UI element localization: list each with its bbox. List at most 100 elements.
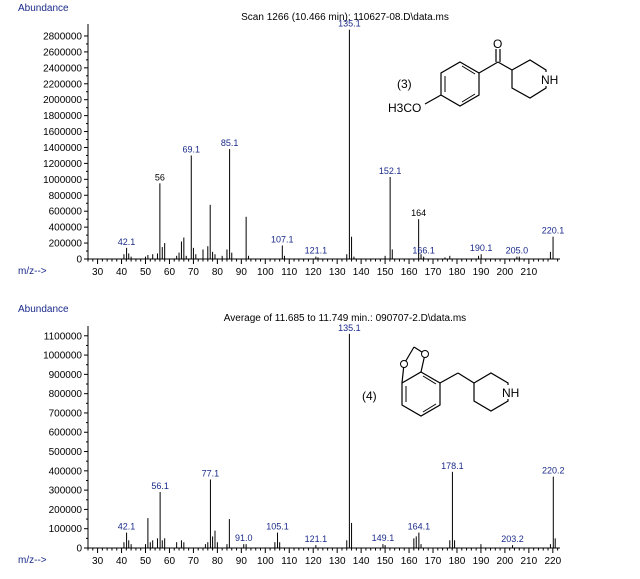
y-tick-label: 400000 <box>49 223 83 234</box>
structure-4-benzene-ring <box>401 371 441 417</box>
x-tick-label: 170 <box>425 556 442 567</box>
structure-3-oxygen: O <box>493 37 502 51</box>
y-tick-label: 400000 <box>49 466 83 477</box>
structure-3-bond <box>497 61 513 71</box>
x-tick-label: 30 <box>92 267 104 278</box>
peak-label: 85.1 <box>221 138 239 148</box>
y-tick-label: 2000000 <box>43 95 82 106</box>
x-tick-label: 70 <box>188 267 200 278</box>
x-tick-label: 90 <box>236 267 248 278</box>
y-tick-label: 1200000 <box>43 159 82 170</box>
x-tick-label: 120 <box>305 556 322 567</box>
structure-4-nh: NH <box>502 386 519 400</box>
x-tick-label: 160 <box>401 267 418 278</box>
x-tick-label: 190 <box>473 267 490 278</box>
x-tick-label: 100 <box>257 267 274 278</box>
structure-3-nh: NH <box>541 73 558 87</box>
panel1-xlabel: m/z--> <box>18 266 47 277</box>
x-tick-label: 110 <box>281 556 297 567</box>
x-tick-label: 50 <box>140 556 152 567</box>
x-tick-label: 130 <box>329 267 346 278</box>
peak-label: 166.1 <box>412 246 435 256</box>
panel1-ylabel: Abundance <box>18 3 69 14</box>
y-tick-label: 800000 <box>49 389 83 400</box>
peak-label: 56.1 <box>151 481 169 491</box>
structure-3-methoxy: H3CO <box>388 101 421 115</box>
panel2-peaks <box>123 333 556 548</box>
structure-3-double-bond <box>461 93 476 103</box>
x-tick-label: 90 <box>236 556 248 567</box>
y-tick-label: 800000 <box>49 191 83 202</box>
peak-label: 56 <box>155 172 165 182</box>
x-tick-label: 60 <box>164 267 176 278</box>
x-tick-label: 210 <box>521 556 538 567</box>
peak-label: 135.1 <box>338 19 361 29</box>
peak-label: 77.1 <box>202 469 220 479</box>
panel2-title: Average of 11.685 to 11.749 min.: 090707… <box>224 313 466 324</box>
x-tick-label: 80 <box>212 556 224 567</box>
x-tick-label: 40 <box>116 267 128 278</box>
y-tick-label: 700000 <box>49 408 83 419</box>
peak-label: 121.1 <box>305 246 328 256</box>
x-tick-label: 200 <box>497 556 514 567</box>
peak-label: 203.2 <box>501 534 524 544</box>
y-tick-label: 2200000 <box>43 79 82 90</box>
peak-label: 220.1 <box>542 226 565 236</box>
x-tick-label: 170 <box>425 267 442 278</box>
x-tick-label: 40 <box>116 556 128 567</box>
x-tick-label: 140 <box>353 267 370 278</box>
structure-4-double-bond <box>422 403 437 413</box>
structure-4-bond <box>439 372 459 384</box>
peak-label: 135.1 <box>338 323 361 333</box>
y-tick-label: 1000000 <box>43 351 82 362</box>
peak-label: 105.1 <box>266 522 289 532</box>
x-tick-label: 180 <box>449 556 466 567</box>
peak-label: 69.1 <box>182 144 200 154</box>
peak-label: 152.1 <box>379 166 402 176</box>
x-tick-label: 150 <box>377 556 394 567</box>
x-tick-label: 30 <box>92 556 104 567</box>
y-tick-label: 1100000 <box>44 331 83 342</box>
y-tick-label: 0 <box>76 544 82 555</box>
x-tick-label: 160 <box>401 556 418 567</box>
panel2-ylabel: Abundance <box>18 304 69 315</box>
peak-label: 164 <box>411 208 426 218</box>
x-tick-label: 60 <box>164 556 176 567</box>
y-tick-label: 1800000 <box>43 111 82 122</box>
y-tick-label: 100000 <box>49 524 83 535</box>
y-tick-label: 2800000 <box>43 31 82 42</box>
peak-label: 164.1 <box>408 522 431 532</box>
panel1-peaks <box>123 29 554 259</box>
spectrum-panel-2: Abundance Average of 11.685 to 11.749 mi… <box>18 304 565 567</box>
y-tick-label: 2600000 <box>43 47 82 58</box>
peak-label: 42.1 <box>118 237 136 247</box>
x-tick-label: 150 <box>377 267 394 278</box>
x-tick-label: 80 <box>212 267 224 278</box>
structure-3: (3) O NH H3CO <box>388 37 559 115</box>
structure-4-bond <box>457 372 475 384</box>
peak-label: 91.0 <box>235 533 253 543</box>
x-tick-label: 120 <box>305 267 322 278</box>
y-tick-label: 300000 <box>49 486 83 497</box>
y-tick-label: 600000 <box>49 207 83 218</box>
structure-4-label: (4) <box>362 389 377 403</box>
structure-4: (4) NH <box>362 346 520 417</box>
panel2-xlabel: m/z--> <box>18 555 47 566</box>
structure-3-bond <box>424 94 442 105</box>
x-tick-label: 100 <box>257 556 274 567</box>
x-tick-label: 50 <box>140 267 152 278</box>
y-tick-label: 900000 <box>49 370 83 381</box>
structure-4-double-bond <box>422 375 437 385</box>
x-tick-label: 190 <box>473 556 490 567</box>
panel1-title: Scan 1266 (10.466 min): 110627-08.D\data… <box>241 12 449 23</box>
panel2-peak-labels: 42.1 56.1 77.1 91.0 105.1 121.1 135.1 149.1 164.… <box>118 323 565 544</box>
x-tick-label: 140 <box>353 556 370 567</box>
y-tick-label: 500000 <box>49 447 83 458</box>
structure-3-bond <box>478 61 499 74</box>
y-tick-label: 1600000 <box>43 127 82 138</box>
y-tick-label: 200000 <box>49 505 83 516</box>
peak-label: 149.1 <box>372 533 395 543</box>
y-tick-label: 600000 <box>49 428 83 439</box>
x-tick-label: 220 <box>544 556 561 567</box>
